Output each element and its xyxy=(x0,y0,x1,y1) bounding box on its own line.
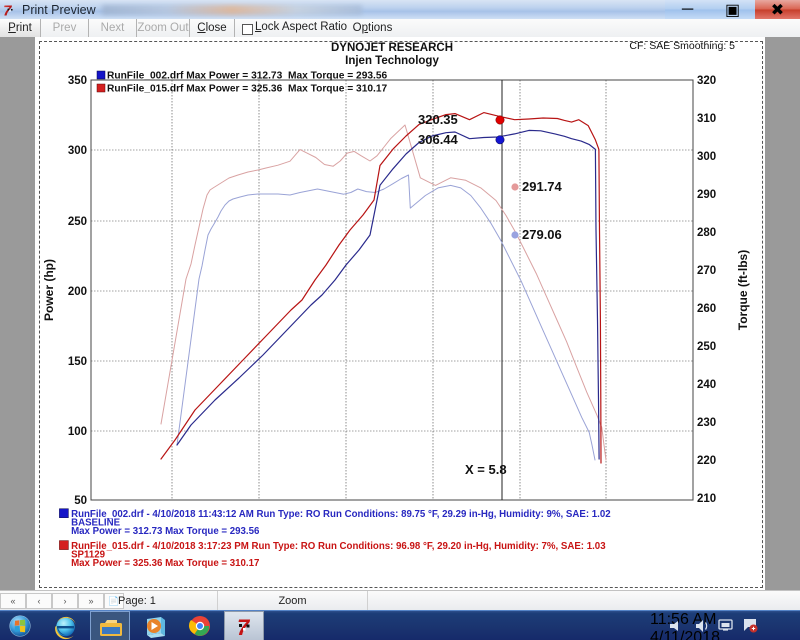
svg-text:Max Torque = 310.17: Max Torque = 310.17 xyxy=(288,84,388,95)
svg-text:310: 310 xyxy=(697,113,716,125)
svg-text:250: 250 xyxy=(68,216,87,228)
svg-text:RunFile_015.drf Max Power = 32: RunFile_015.drf Max Power = 325.36 xyxy=(107,84,283,95)
svg-text:300: 300 xyxy=(697,151,716,163)
svg-text:300: 300 xyxy=(68,145,87,157)
svg-text:291.74: 291.74 xyxy=(522,179,563,194)
svg-text:270: 270 xyxy=(697,265,716,277)
svg-text:210: 210 xyxy=(697,493,716,505)
svg-text:RunFile_002.drf - 4/10/2018 11: RunFile_002.drf - 4/10/2018 11:43:12 AM … xyxy=(71,509,611,520)
svg-text:320.35: 320.35 xyxy=(418,112,458,127)
svg-text:Max Torque = 293.56: Max Torque = 293.56 xyxy=(288,71,388,82)
svg-text:DYNOJET RESEARCH: DYNOJET RESEARCH xyxy=(331,42,453,54)
svg-text:X = 5.8: X = 5.8 xyxy=(465,462,507,477)
svg-text:Max Power = 312.73 Max Torqu: Max Power = 312.73 Max Torque = 293.56 xyxy=(71,526,260,537)
svg-text:320: 320 xyxy=(697,75,716,87)
svg-text:100: 100 xyxy=(68,426,87,438)
svg-text:250: 250 xyxy=(697,341,716,353)
svg-text:306.44: 306.44 xyxy=(418,132,459,147)
svg-text:240: 240 xyxy=(697,379,716,391)
svg-text:200: 200 xyxy=(68,286,87,298)
svg-text:290: 290 xyxy=(697,189,716,201)
svg-text:50: 50 xyxy=(74,495,87,507)
svg-text:Injen Technology: Injen Technology xyxy=(345,55,439,67)
svg-text:Max Power = 325.36 Max Torqu: Max Power = 325.36 Max Torque = 310.17 xyxy=(71,558,259,569)
svg-text:CF: SAE Smoothing: 5: CF: SAE Smoothing: 5 xyxy=(629,40,735,52)
svg-text:150: 150 xyxy=(68,356,87,368)
svg-text:279.06: 279.06 xyxy=(522,227,562,242)
svg-text:260: 260 xyxy=(697,303,716,315)
svg-text:280: 280 xyxy=(697,227,716,239)
svg-text:350: 350 xyxy=(68,75,87,87)
svg-text:Torque (ft-lbs): Torque (ft-lbs) xyxy=(736,250,750,330)
svg-text:RunFile_002.drf Max Power = 31: RunFile_002.drf Max Power = 312.73 xyxy=(107,71,283,82)
svg-text:220: 220 xyxy=(697,455,716,467)
svg-text:RunFile_015.drf - 4/10/2018 3:: RunFile_015.drf - 4/10/2018 3:17:23 PM R… xyxy=(71,541,606,552)
svg-text:230: 230 xyxy=(697,417,716,429)
svg-text:Power (hp): Power (hp) xyxy=(42,259,56,321)
